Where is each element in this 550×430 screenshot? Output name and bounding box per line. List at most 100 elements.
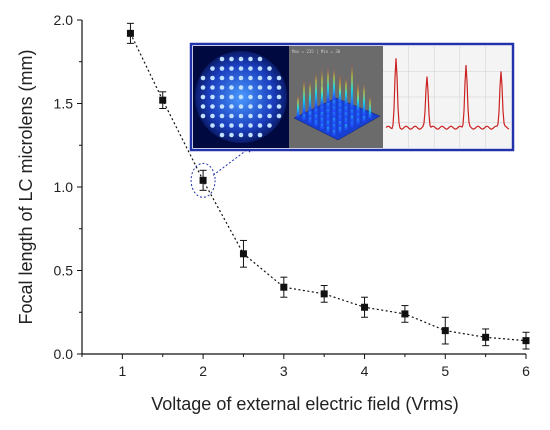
tick-labels: 1 2 3 4 5 6 0.0 0.5 1.0 1.5 2.0 — [54, 12, 531, 379]
spot-dot — [248, 123, 253, 128]
peak — [356, 86, 360, 113]
data-point — [361, 303, 369, 311]
annotation — [190, 144, 254, 198]
y-axis-title: Focal length of LC microlens (mm) — [16, 49, 36, 324]
x-tick-label: 6 — [522, 363, 530, 379]
data-point — [482, 333, 490, 341]
annotation-ellipse — [190, 162, 216, 198]
spot-dot — [229, 94, 234, 100]
peak — [332, 68, 336, 101]
spot-dot — [229, 75, 234, 81]
spot-dot — [257, 113, 263, 119]
spot-dot — [267, 104, 272, 109]
spot-dot — [238, 56, 244, 62]
spot-dot — [238, 94, 244, 100]
y-tick-label: 2.0 — [54, 12, 74, 28]
spot-dot — [276, 104, 282, 109]
spot-dot — [257, 104, 263, 109]
spot-dot — [229, 66, 234, 71]
peak — [344, 77, 348, 107]
spot-dot — [248, 104, 253, 109]
spot-dot — [276, 94, 282, 100]
spot-dot — [276, 75, 282, 81]
spot-dot — [219, 123, 225, 128]
spot-dot — [200, 94, 206, 100]
peak — [314, 71, 318, 109]
peak — [326, 67, 330, 103]
peak — [296, 95, 300, 117]
spot-dot — [219, 132, 225, 138]
spot-dot — [219, 66, 225, 71]
spot-dot — [219, 94, 225, 100]
spot-dot — [210, 94, 215, 100]
spot-dot — [200, 113, 206, 119]
peak — [308, 80, 312, 112]
spot-dot — [238, 104, 244, 109]
spot-dot — [257, 75, 263, 81]
spot-dot — [248, 94, 253, 100]
x-tick-label: 4 — [361, 363, 369, 379]
spot-dot — [229, 123, 234, 128]
x-axis-title: Voltage of external electric field (Vrms… — [151, 394, 458, 414]
spot-dot — [238, 113, 244, 119]
spot-dot — [248, 85, 253, 90]
data-point — [522, 337, 530, 345]
data-point — [441, 327, 449, 335]
y-tick-label: 0.5 — [54, 263, 74, 279]
spot-dot — [267, 75, 272, 81]
spot-dot — [229, 104, 234, 109]
spot-dot — [267, 113, 272, 119]
spot-dot — [248, 75, 253, 81]
data-point — [280, 283, 288, 291]
peak — [368, 95, 372, 119]
spot-dot — [200, 104, 206, 109]
spot-dot — [210, 104, 215, 109]
spot-dot — [267, 85, 272, 90]
spot-dot — [219, 113, 225, 119]
spot-dot — [257, 85, 263, 90]
peak — [302, 79, 306, 115]
data-point — [401, 310, 409, 318]
data-point — [199, 176, 207, 184]
y-tick-label: 1.0 — [54, 179, 74, 195]
spot-dot — [210, 75, 215, 81]
spot-dot — [238, 66, 244, 71]
spot-dot — [200, 75, 206, 81]
spot-dot — [257, 132, 263, 138]
spot-dot — [257, 123, 263, 128]
spot-dot — [219, 56, 225, 62]
spot-dot — [219, 104, 225, 109]
spot-dot — [248, 66, 253, 71]
spot-dot — [229, 113, 234, 119]
inset-profile-line — [385, 58, 510, 130]
spot-dot — [229, 132, 234, 138]
data-point — [239, 250, 247, 258]
x-tick-label: 5 — [441, 363, 449, 379]
inset-3d-peaks — [296, 63, 372, 136]
spot-dot — [276, 85, 282, 90]
spot-dot — [219, 85, 225, 90]
data-point — [320, 290, 328, 298]
spot-dot — [267, 66, 272, 71]
series-line — [129, 33, 527, 342]
data-point — [159, 96, 167, 104]
peak — [362, 82, 366, 116]
inset-caption: Max = 235 | Min = 30 — [292, 49, 341, 54]
spot-dot — [229, 85, 234, 90]
axis-ticks — [77, 19, 527, 359]
spot-dot — [257, 66, 263, 71]
spot-dot — [276, 113, 282, 119]
spot-dot — [267, 123, 272, 128]
spot-dot — [210, 66, 215, 71]
inset-figure: Max = 235 | Min = 30 — [189, 42, 515, 152]
spot-dot — [219, 75, 225, 81]
spot-dot — [229, 56, 234, 62]
spot-dot — [238, 75, 244, 81]
peak — [320, 82, 324, 106]
spot-dot — [238, 85, 244, 90]
spot-dot — [248, 132, 253, 138]
x-tick-label: 3 — [280, 363, 288, 379]
y-tick-label: 1.5 — [54, 96, 74, 112]
spot-dot — [210, 123, 215, 128]
